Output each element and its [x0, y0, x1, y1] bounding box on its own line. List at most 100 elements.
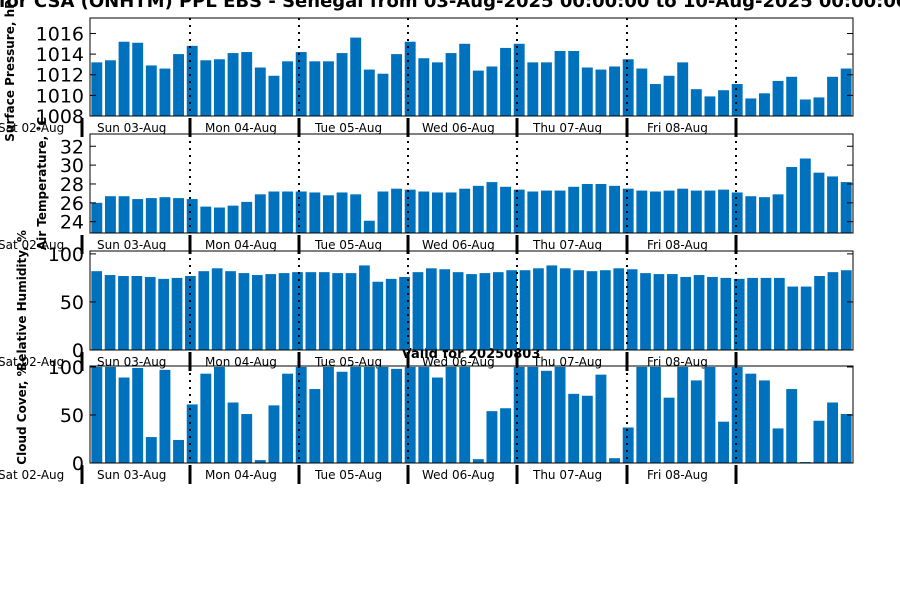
bar	[609, 458, 621, 463]
bar	[268, 405, 280, 463]
bar	[690, 190, 702, 233]
bar	[840, 414, 852, 463]
bar	[546, 265, 558, 350]
bar	[254, 194, 266, 233]
bar	[586, 271, 598, 350]
bar	[144, 276, 156, 350]
bar	[404, 366, 416, 463]
bar	[251, 275, 263, 350]
bar	[609, 185, 621, 233]
y-tick-label: 1016	[36, 23, 84, 45]
bar	[774, 277, 785, 350]
bar	[445, 53, 457, 116]
day-label: Sat 02-Aug	[0, 121, 64, 135]
bar	[513, 43, 525, 116]
bar	[118, 377, 130, 463]
bar	[377, 366, 389, 463]
bar	[322, 61, 334, 116]
bar	[104, 60, 116, 116]
y-tick-label: 24	[60, 212, 84, 234]
bar	[282, 373, 294, 463]
bar	[680, 276, 692, 350]
bar	[200, 373, 212, 463]
bar	[636, 68, 648, 116]
bar	[104, 366, 116, 463]
bar	[391, 368, 403, 463]
bar	[758, 380, 770, 463]
day-label: Mon 04-Aug	[205, 468, 277, 482]
day-label: Tue 05-Aug	[314, 238, 382, 252]
day-label: Fri 08-Aug	[647, 238, 708, 252]
bar	[772, 428, 784, 463]
bar	[412, 272, 424, 350]
bar	[309, 61, 321, 116]
bar	[145, 437, 157, 463]
bar	[211, 268, 223, 350]
bar	[399, 276, 410, 350]
bar	[186, 404, 198, 463]
bar	[513, 189, 525, 233]
bar	[282, 191, 294, 233]
bar	[309, 192, 321, 233]
bar	[758, 93, 770, 116]
bar	[677, 62, 689, 116]
bar	[479, 273, 491, 350]
bar	[486, 182, 498, 233]
bar	[663, 75, 675, 116]
bar	[145, 198, 157, 233]
bar	[418, 191, 430, 233]
day-label: Sun 03-Aug	[97, 238, 166, 252]
bar	[492, 272, 504, 350]
day-label: Sun 03-Aug	[97, 355, 166, 369]
bar	[649, 366, 661, 463]
y-axis-label: Air Temperature, °C	[35, 117, 49, 251]
y-tick-label: 30	[60, 155, 84, 177]
bar	[540, 190, 552, 233]
bar	[336, 53, 348, 116]
bar	[568, 393, 580, 463]
bar	[581, 67, 593, 116]
bar	[254, 67, 266, 116]
plot-frame	[89, 17, 854, 117]
bar	[500, 186, 512, 233]
bar	[554, 51, 566, 117]
bar	[322, 366, 334, 463]
bar	[772, 194, 784, 233]
bar	[213, 366, 225, 463]
bar	[227, 53, 239, 116]
bar	[268, 75, 280, 116]
bar	[540, 370, 552, 463]
bar	[227, 205, 239, 233]
bar	[559, 268, 571, 350]
bar	[159, 369, 171, 463]
day-label: Tue 05-Aug	[314, 355, 382, 369]
bar	[718, 421, 730, 463]
bar	[459, 188, 471, 233]
bar	[295, 191, 307, 233]
bar	[472, 70, 484, 116]
bar	[171, 277, 183, 350]
y-tick-label: 26	[60, 193, 84, 215]
bar	[554, 190, 566, 233]
y-axis-label: Relative Humidity, %	[15, 230, 29, 371]
bar	[431, 377, 443, 463]
y-tick-label: 1012	[36, 65, 84, 87]
bar	[813, 172, 825, 233]
y-tick-label: 100	[48, 357, 84, 379]
day-label: Sat 02-Aug	[0, 238, 64, 252]
bar	[568, 186, 580, 233]
bar	[363, 220, 375, 233]
bar	[282, 61, 294, 116]
bar	[418, 58, 430, 116]
bar	[350, 194, 362, 233]
day-label: Sat 02-Aug	[0, 468, 64, 482]
bar	[159, 68, 171, 116]
day-label: Wed 06-Aug	[422, 468, 495, 482]
day-label: Sun 03-Aug	[97, 121, 166, 135]
bar	[391, 54, 403, 116]
bar	[731, 366, 743, 463]
bar	[840, 182, 852, 233]
bar	[336, 371, 348, 463]
y-axis-label: Cloud Cover, %	[15, 364, 29, 464]
bar	[363, 366, 375, 463]
